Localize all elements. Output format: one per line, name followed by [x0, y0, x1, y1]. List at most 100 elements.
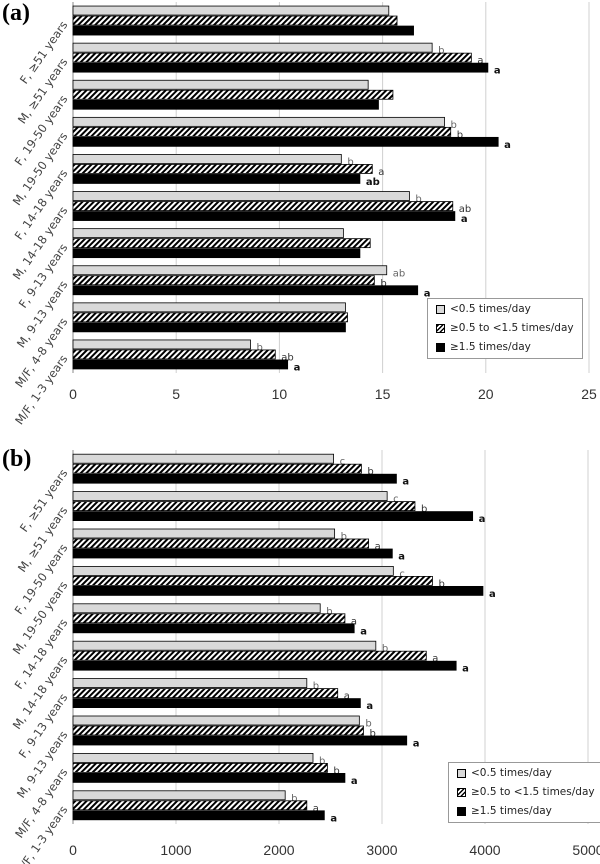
- bar: [72, 79, 369, 90]
- bar: [72, 302, 346, 313]
- legend-label-low: <0.5 times/day: [450, 303, 531, 315]
- data-label: a: [432, 654, 438, 665]
- bar: [72, 565, 394, 576]
- bar: [72, 312, 348, 323]
- bar: [72, 265, 388, 276]
- data-label: a: [424, 288, 431, 299]
- bar: [72, 5, 390, 16]
- legend-label-high: ≥1.5 times/day: [450, 341, 531, 353]
- bar: [72, 238, 371, 249]
- legend-swatch-mid: [457, 787, 466, 797]
- x-tick-label: 20: [478, 386, 494, 402]
- bar: [72, 275, 375, 286]
- x-tick-label: 15: [375, 386, 391, 402]
- data-label: b: [369, 729, 375, 740]
- data-label: ab: [459, 204, 471, 215]
- bar: [72, 640, 377, 651]
- bar: [72, 725, 364, 736]
- data-label: b: [313, 681, 319, 692]
- data-label: b: [347, 157, 353, 168]
- bar: [72, 191, 410, 201]
- bar: [72, 453, 334, 464]
- bar: [72, 89, 394, 100]
- data-label: b: [291, 793, 297, 804]
- legend-swatch-low: [457, 768, 466, 778]
- x-tick-label: 5: [172, 386, 180, 402]
- data-label: a: [479, 514, 486, 525]
- legend-item-high: ≥1.5 times/day: [436, 341, 574, 353]
- bar: [72, 528, 336, 539]
- data-label: b: [438, 46, 444, 57]
- bar: [72, 511, 474, 521]
- data-label: a: [398, 552, 405, 563]
- bar: [72, 762, 328, 773]
- bar: [72, 772, 346, 783]
- data-label: b: [382, 644, 388, 655]
- data-label: b: [415, 194, 421, 205]
- data-label: b: [451, 120, 457, 131]
- bar: [72, 164, 373, 174]
- bar: [72, 136, 499, 147]
- data-label: b: [319, 756, 325, 767]
- bar: [72, 154, 342, 164]
- bar: [72, 116, 445, 127]
- bar: [72, 810, 325, 821]
- x-tick-label: 0: [69, 842, 77, 858]
- x-tick-label: 10: [272, 386, 288, 402]
- legend-a: <0.5 times/day ≥0.5 to <1.5 times/day ≥1…: [427, 298, 583, 359]
- data-label: c: [340, 457, 346, 468]
- bar: [72, 715, 360, 726]
- data-label: ab: [281, 352, 293, 363]
- bar: [72, 174, 361, 184]
- bar: [72, 688, 339, 699]
- bar: [72, 790, 286, 801]
- bar: [72, 548, 393, 559]
- bar: [72, 42, 433, 53]
- data-label: a: [462, 664, 469, 675]
- bar: [72, 228, 344, 239]
- bar: [72, 538, 370, 549]
- x-tick-label: 3000: [366, 842, 397, 858]
- legend-swatch-high: [436, 342, 445, 352]
- data-label: b: [257, 342, 263, 353]
- bar: [72, 650, 427, 661]
- data-label: b: [333, 766, 339, 777]
- data-label: b: [365, 719, 371, 730]
- legend-item-high: ≥1.5 times/day: [457, 805, 595, 817]
- bar: [72, 248, 361, 259]
- bar: [72, 285, 419, 296]
- data-label: a: [294, 362, 301, 373]
- bar: [72, 463, 362, 474]
- bar: [72, 752, 314, 763]
- data-label: b: [341, 532, 347, 543]
- data-label: a: [489, 589, 496, 600]
- legend-swatch-low: [436, 304, 445, 314]
- bar: [72, 62, 489, 73]
- chart-panel-a: 0 5 10 15 20 25 F, ≥51 years b a a M, ≥51 years F, …: [0, 0, 600, 428]
- bar: [72, 99, 379, 110]
- legend-swatch-high: [457, 806, 466, 816]
- data-label: b: [326, 606, 332, 617]
- data-label: a: [330, 813, 337, 824]
- data-label: ab: [393, 268, 405, 279]
- x-tick-label: 0: [69, 386, 77, 402]
- x-tick-label: 2000: [263, 842, 294, 858]
- bar: [72, 623, 355, 634]
- bar: [72, 698, 361, 709]
- bar: [72, 800, 308, 811]
- bar: [72, 585, 484, 596]
- bar: [72, 359, 289, 370]
- panel-label-b: (b): [2, 446, 32, 472]
- bar: [72, 491, 388, 501]
- bar: [72, 52, 472, 63]
- data-label: a: [351, 776, 358, 787]
- legend-label-high: ≥1.5 times/day: [471, 805, 552, 817]
- data-label: a: [366, 701, 373, 712]
- bar: [72, 339, 251, 350]
- bar: [72, 349, 276, 360]
- data-label: c: [393, 494, 399, 505]
- data-label: a: [344, 691, 350, 702]
- data-label: a: [402, 477, 409, 488]
- legend-item-low: <0.5 times/day: [457, 767, 595, 779]
- bar: [72, 575, 433, 586]
